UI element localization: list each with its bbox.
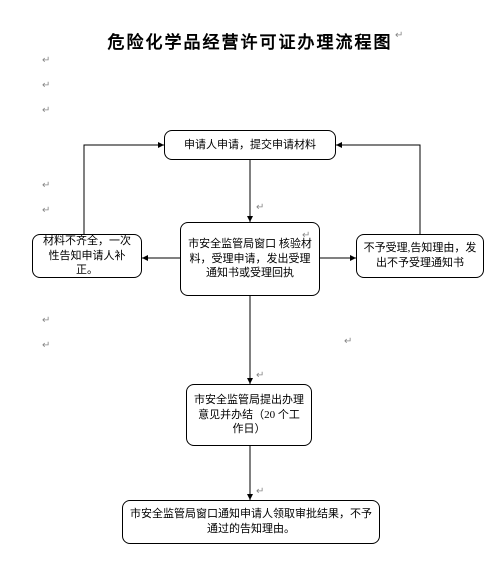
flowchart-node-n6: 市安全监管局窗口通知申请人领取审批结果，不予通过的告知理由。: [122, 500, 380, 544]
flowchart-node-n3: 材料不齐全，一次性告知申请人补正。: [32, 234, 142, 278]
paragraph-marker: ↵: [42, 315, 50, 326]
paragraph-marker: ↵: [256, 486, 264, 497]
paragraph-marker: ↵: [42, 180, 50, 191]
paragraph-marker: ↵: [256, 202, 264, 213]
flowchart-node-n2: 市安全监管局窗口 核验材料，受理申请，发出受理通知书或受理回执: [180, 222, 320, 296]
edge-n4-n1: [336, 145, 420, 234]
paragraph-marker: ↵: [344, 336, 352, 347]
paragraph-marker: ↵: [42, 80, 50, 91]
flowchart-node-n4: 不予受理,告知理由，发出不予受理通知书: [356, 234, 484, 278]
paragraph-marker: ↵: [42, 205, 50, 216]
paragraph-marker: ↵: [42, 340, 50, 351]
paragraph-marker: ↵: [42, 105, 50, 116]
paragraph-marker: ↵: [256, 370, 264, 381]
page-title: 危险化学品经营许可证办理流程图: [0, 28, 500, 53]
flowchart-node-n1: 申请人申请，提交申请材料: [164, 130, 336, 160]
edge-n3-n1: [84, 145, 164, 234]
flowchart-node-n5: 市安全监管局提出办理意见并办结（20 个工作日）: [186, 384, 312, 446]
paragraph-marker: ↵: [42, 55, 50, 66]
